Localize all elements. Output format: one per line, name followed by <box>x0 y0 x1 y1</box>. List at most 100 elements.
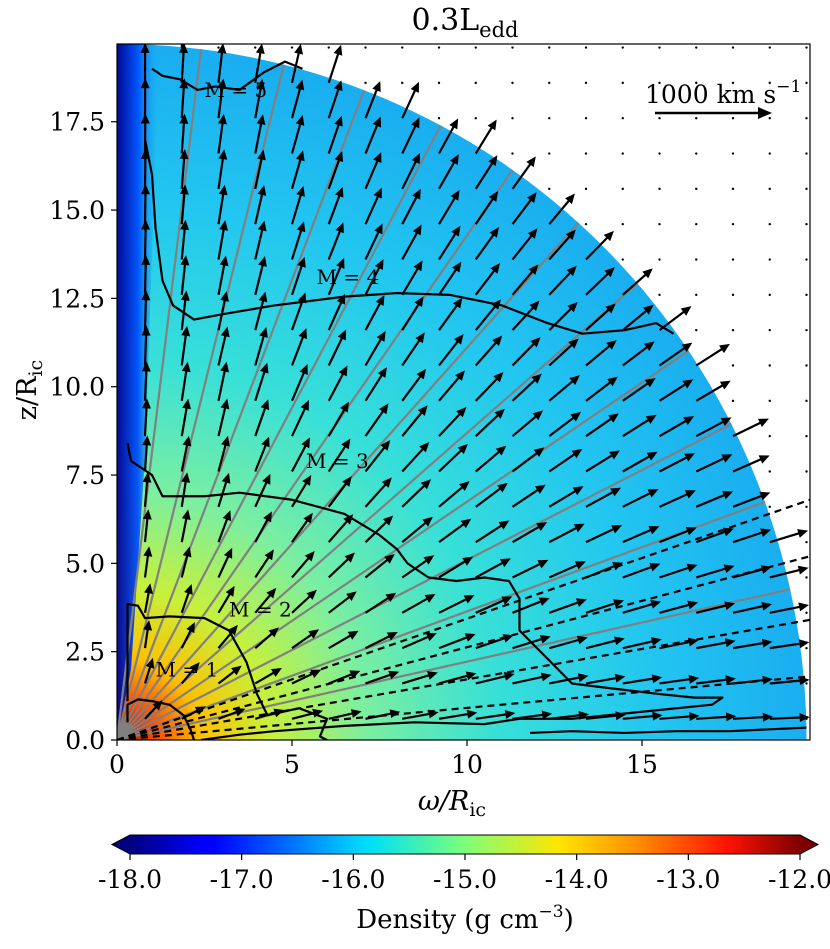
y-tick-label-0: 0.0 <box>65 726 105 755</box>
velocity-arrowhead <box>220 326 230 338</box>
velocity-arrowhead <box>259 362 269 374</box>
velocity-arrow <box>659 602 693 614</box>
velocity-arrowhead <box>295 150 305 162</box>
velocity-arrowhead <box>257 149 266 161</box>
velocity-arrowhead <box>644 377 656 388</box>
velocity-arrow <box>364 157 380 190</box>
velocity-arrow <box>291 442 309 473</box>
velocity-arrowhead <box>295 114 305 126</box>
velocity-arrowhead <box>422 516 433 527</box>
velocity-arrowhead <box>652 711 663 721</box>
velocity-arrowhead <box>308 629 320 639</box>
velocity-dot <box>658 187 661 191</box>
velocity-arrow <box>180 84 186 119</box>
velocity-arrowhead <box>182 398 191 410</box>
velocity-arrow <box>254 591 274 614</box>
velocity-arrowhead <box>181 325 191 337</box>
velocity-arrowhead <box>680 306 692 316</box>
velocity-arrowhead <box>720 417 732 427</box>
velocity-arrowhead <box>606 339 617 350</box>
velocity-arrowhead <box>573 523 585 533</box>
velocity-dot <box>768 258 771 261</box>
velocity-dot <box>621 187 624 191</box>
velocity-dot <box>731 187 735 191</box>
velocity-arrow <box>511 196 534 225</box>
velocity-arrow <box>364 299 383 331</box>
streamline-7 <box>117 124 442 740</box>
velocity-arrowhead <box>565 193 575 205</box>
velocity-arrow <box>438 374 462 402</box>
velocity-arrow <box>328 594 353 614</box>
velocity-dot <box>731 222 735 226</box>
velocity-dot <box>805 222 808 226</box>
velocity-arrowhead <box>527 192 537 203</box>
velocity-arrow <box>622 677 657 685</box>
velocity-arrow <box>585 714 620 720</box>
velocity-arrow <box>695 566 730 579</box>
velocity-dot <box>621 81 624 85</box>
velocity-arrow <box>658 345 689 367</box>
velocity-arrowhead <box>607 376 618 387</box>
velocity-arrow <box>474 195 496 225</box>
velocity-arrowhead <box>341 438 351 450</box>
velocity-dot <box>805 116 808 120</box>
velocity-arrow <box>143 441 149 472</box>
velocity-arrow <box>402 712 434 720</box>
velocity-arrowhead <box>373 187 382 199</box>
velocity-arrowhead <box>605 303 616 314</box>
velocity-dot <box>548 152 551 155</box>
velocity-arrow <box>585 526 618 544</box>
velocity-arrowhead <box>141 8 150 18</box>
velocity-arrowhead <box>298 328 307 340</box>
velocity-arrowhead <box>386 632 398 641</box>
velocity-arrow <box>327 555 352 579</box>
velocity-arrow <box>585 452 616 473</box>
velocity-arrowhead <box>688 674 700 684</box>
velocity-dot <box>584 46 588 49</box>
velocity-dot <box>217 46 220 49</box>
velocity-arrowhead <box>760 565 772 574</box>
velocity-arrow <box>401 122 418 154</box>
velocity-arrowhead <box>577 673 589 683</box>
velocity-arrow <box>143 296 148 331</box>
velocity-arrowhead <box>492 335 503 346</box>
velocity-arrowhead <box>410 81 419 93</box>
mach-contour-label-3: M = 4 <box>317 265 380 289</box>
velocity-arrowhead <box>217 78 227 89</box>
velocity-arrow <box>622 307 650 332</box>
velocity-arrowhead <box>759 491 771 501</box>
velocity-arrow <box>180 154 186 189</box>
velocity-arrowhead <box>179 44 189 54</box>
velocity-arrow <box>180 478 188 507</box>
velocity-arrowhead <box>427 671 438 680</box>
colorbar-tick-label-0: -18.0 <box>98 865 162 894</box>
streamlines <box>117 49 791 740</box>
velocity-arrow <box>401 157 419 190</box>
velocity-arrow <box>254 49 263 84</box>
velocity-dot <box>805 682 808 685</box>
velocity-arrow <box>364 556 391 579</box>
velocity-arrowhead <box>152 700 163 711</box>
velocity-arrow <box>474 123 495 155</box>
velocity-arrowhead <box>343 514 354 525</box>
velocity-dot <box>474 81 477 85</box>
velocity-arrowhead <box>569 375 580 386</box>
velocity-arrow <box>290 226 304 260</box>
velocity-arrow <box>511 450 541 473</box>
velocity-arrowhead <box>335 222 344 234</box>
velocity-arrowhead <box>140 78 150 89</box>
velocity-arrow <box>585 270 612 296</box>
velocity-arrow <box>364 371 385 402</box>
velocity-arrow <box>475 597 508 614</box>
velocity-dot <box>548 81 551 85</box>
velocity-arrowhead <box>722 527 734 537</box>
velocity-arrow <box>475 636 509 650</box>
velocity-arrow <box>511 376 539 402</box>
dashed-line-2 <box>117 618 810 740</box>
velocity-arrow <box>180 44 184 48</box>
x-tick-label-2: 10 <box>451 750 483 779</box>
mach-contour-5 <box>529 726 807 735</box>
y-tick-label-1: 2.5 <box>65 638 105 667</box>
velocity-arrow <box>769 716 804 720</box>
velocity-arrow <box>511 304 537 331</box>
